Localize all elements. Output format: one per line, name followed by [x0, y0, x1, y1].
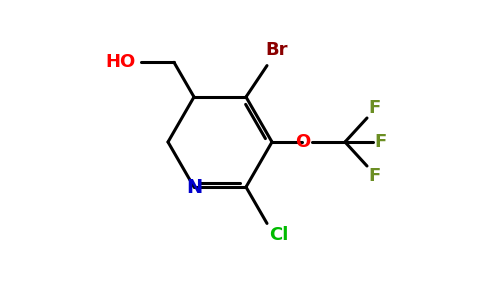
Text: O: O: [295, 133, 311, 151]
Text: F: F: [374, 133, 386, 151]
Text: Br: Br: [265, 40, 287, 58]
Text: Cl: Cl: [269, 226, 288, 244]
Text: N: N: [186, 178, 202, 196]
Text: HO: HO: [106, 53, 136, 71]
Text: F: F: [368, 99, 380, 117]
Text: F: F: [368, 167, 380, 185]
